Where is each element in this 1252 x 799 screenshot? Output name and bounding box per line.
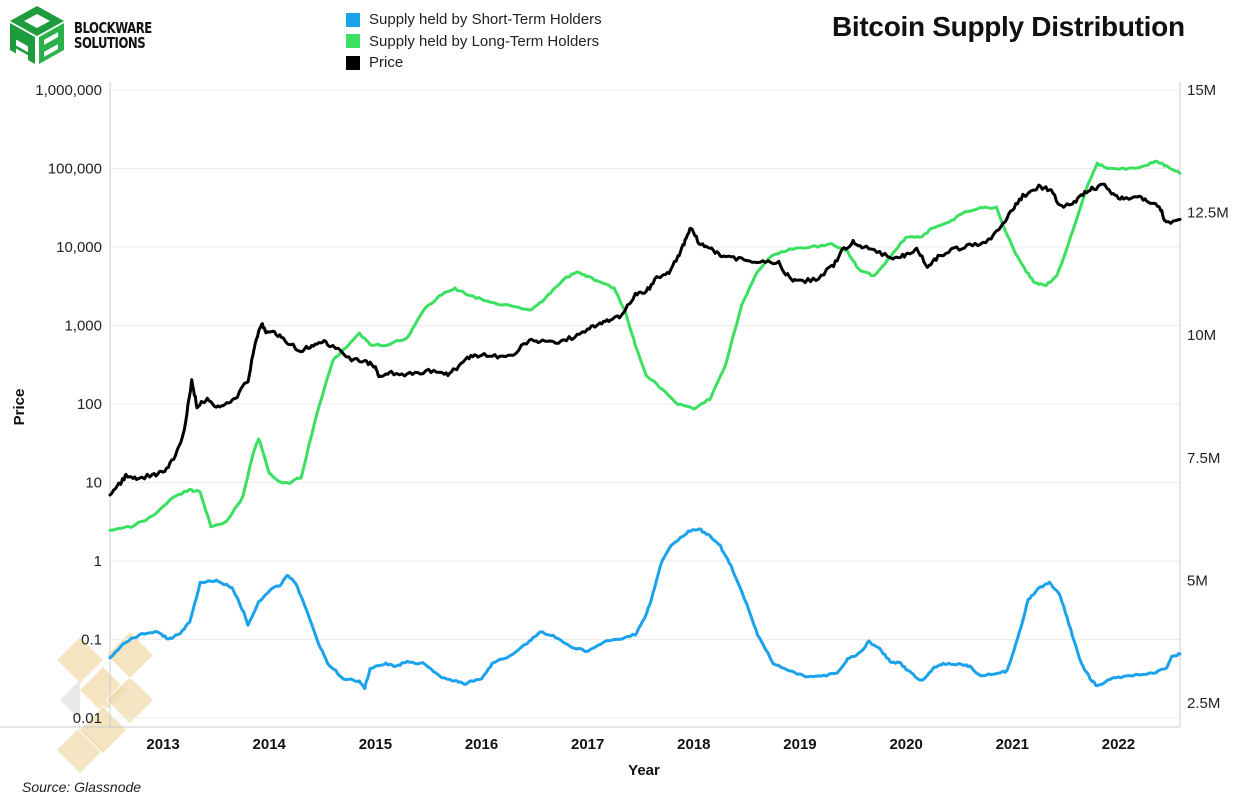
right-tick-label: 7.5M xyxy=(1187,450,1220,467)
gridlines xyxy=(110,89,1180,719)
series-line-price xyxy=(108,182,1182,497)
legend-swatch-lth xyxy=(346,34,360,49)
x-tick-label: 2021 xyxy=(996,736,1029,753)
x-axis-title: Year xyxy=(628,762,660,779)
watermark-diamond xyxy=(104,674,156,726)
left-tick-label: 1 xyxy=(94,553,102,570)
left-tick-label: 0.01 xyxy=(73,710,102,727)
x-tick-label: 2017 xyxy=(571,736,604,753)
x-tick-label: 2014 xyxy=(253,736,287,753)
chart-title: Bitcoin Supply Distribution xyxy=(832,11,1185,42)
cube-logo-icon xyxy=(10,6,64,64)
legend-item-lth[interactable]: Supply held by Long-Term Holders xyxy=(346,31,602,53)
left-tick-label: 100 xyxy=(77,396,102,413)
x-tick-label: 2013 xyxy=(146,736,179,753)
legend-item-price[interactable]: Price xyxy=(346,52,602,74)
blockware-logo: BLOCKWARE SOLUTIONS xyxy=(6,4,176,70)
source-note: Source: Glassnode xyxy=(22,779,142,795)
x-tick-label: 2022 xyxy=(1102,736,1135,753)
left-tick-label: 10,000 xyxy=(56,239,102,256)
logo-line1: BLOCKWARE xyxy=(74,19,152,37)
series-line-lth xyxy=(108,159,1182,532)
legend-swatch-price xyxy=(346,55,360,70)
right-axis-ticks: 15M 12.5M 10M 7.5M 5M 2.5M xyxy=(1187,82,1229,712)
right-tick-label: 15M xyxy=(1187,82,1216,99)
right-tick-label: 2.5M xyxy=(1187,695,1220,712)
watermark-diamond xyxy=(104,629,156,681)
right-tick-label: 5M xyxy=(1187,572,1208,589)
x-tick-label: 2018 xyxy=(677,736,710,753)
left-tick-label: 100,000 xyxy=(48,161,102,178)
axes xyxy=(0,82,1181,728)
legend-swatch-sth xyxy=(346,12,360,27)
watermark-logo xyxy=(54,629,156,776)
legend-label-lth: Supply held by Long-Term Holders xyxy=(369,32,600,50)
right-tick-label: 10M xyxy=(1187,327,1216,344)
right-tick-label: 12.5M xyxy=(1187,205,1229,222)
legend-item-sth[interactable]: Supply held by Short-Term Holders xyxy=(346,9,602,31)
y-axis-title: Price xyxy=(11,389,28,426)
x-tick-label: 2020 xyxy=(889,736,922,753)
left-axis-ticks: 1,000,000 100,000 10,000 1,000 100 10 1 0.1 0.01 xyxy=(35,82,102,727)
legend: Supply held by Short-Term Holders Supply… xyxy=(346,9,602,74)
x-axis-ticks: 2013 2014 2015 2016 2017 2018 2019 2020 2021 2022 xyxy=(146,736,1135,753)
left-tick-label: 10 xyxy=(85,475,102,492)
series-lines xyxy=(108,159,1182,691)
left-tick-label: 1,000,000 xyxy=(35,82,102,99)
left-tick-label: 0.1 xyxy=(81,632,102,649)
x-tick-label: 2019 xyxy=(783,736,816,753)
x-tick-label: 2016 xyxy=(465,736,498,753)
legend-label-sth: Supply held by Short-Term Holders xyxy=(369,11,602,29)
legend-label-price: Price xyxy=(369,54,404,72)
x-tick-label: 2015 xyxy=(359,736,392,753)
left-tick-label: 1,000 xyxy=(64,318,102,335)
series-line-sth xyxy=(108,527,1182,691)
watermark-diamond xyxy=(60,680,80,720)
logo-line2: SOLUTIONS xyxy=(74,34,146,52)
